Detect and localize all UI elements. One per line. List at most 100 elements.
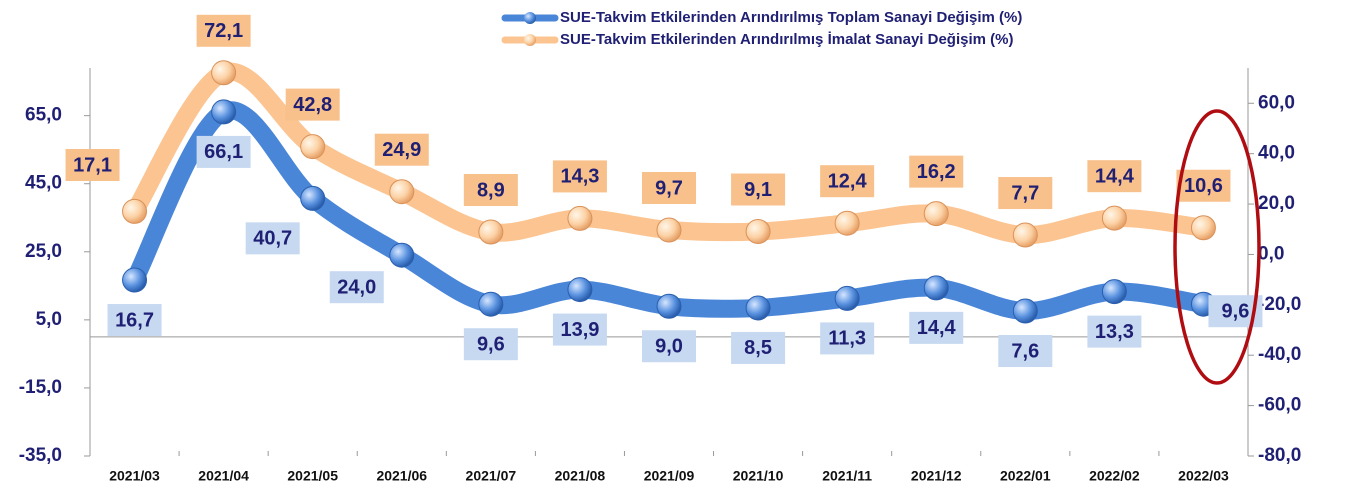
data-label-box <box>642 330 696 363</box>
data-label-text: 14,4 <box>917 317 957 339</box>
highlight-ellipse <box>1173 109 1261 385</box>
y-tick-label: 45,0 <box>25 173 62 194</box>
marker <box>1101 205 1127 231</box>
data-label: 8,9 <box>463 174 518 207</box>
marker <box>567 277 593 303</box>
data-label-text: 40,7 <box>253 228 292 250</box>
x-tick-label: 2022/01 <box>1000 468 1051 484</box>
data-label-box <box>1087 315 1142 348</box>
marker <box>211 60 237 86</box>
data-label-box <box>909 155 964 188</box>
marker <box>1012 222 1038 248</box>
data-label: 14,4 <box>1087 160 1142 193</box>
data-label-box <box>463 174 518 207</box>
x-tick-label: 2021/09 <box>644 468 695 484</box>
legend-label: SUE-Takvim Etkilerinden Arındırılmış İma… <box>560 31 1013 48</box>
data-label: 24,9 <box>374 133 429 166</box>
legend-label: SUE-Takvim Etkilerinden Arındırılmış Top… <box>560 9 1022 26</box>
marker <box>300 134 326 160</box>
marker <box>122 267 148 293</box>
data-label-text: 14,4 <box>1095 165 1135 187</box>
data-label: 16,2 <box>909 155 964 188</box>
data-label-text: 72,1 <box>204 20 243 42</box>
x-tick-label: 2021/08 <box>555 468 606 484</box>
marker <box>211 99 237 125</box>
marker <box>745 219 771 245</box>
data-label-text: 42,8 <box>293 94 332 116</box>
data-label: 24,0 <box>329 271 384 304</box>
legend-marker <box>524 12 536 24</box>
data-label: 14,4 <box>909 311 964 344</box>
data-label-box <box>196 14 251 47</box>
data-label-box <box>463 328 518 361</box>
data-label-box <box>285 88 340 121</box>
x-tick-label: 2021/10 <box>733 468 784 484</box>
data-label-text: 13,9 <box>560 319 599 341</box>
data-label: 8,5 <box>731 331 786 364</box>
data-label: 7,7 <box>998 177 1053 210</box>
data-label: 66,1 <box>196 135 251 168</box>
data-label-box <box>642 172 696 205</box>
y2-tick-label: 40,0 <box>1258 143 1295 164</box>
marker <box>656 293 682 319</box>
data-label-box <box>65 149 120 181</box>
x-tick-label: 2021/06 <box>376 468 427 484</box>
y-tick-label: 5,0 <box>36 309 62 330</box>
data-label-box <box>731 173 786 206</box>
data-label-text: 16,2 <box>917 161 956 183</box>
data-label: 7,6 <box>998 335 1053 368</box>
y2-tick-label: 0,0 <box>1258 243 1284 264</box>
data-label-box <box>1087 160 1142 193</box>
data-label: 13,3 <box>1087 315 1142 348</box>
x-tick-label: 2021/12 <box>911 468 962 484</box>
marker <box>389 179 415 205</box>
x-tick-label: 2022/02 <box>1089 468 1140 484</box>
y-tick-label: 65,0 <box>25 105 62 126</box>
x-tick-label: 2021/11 <box>822 468 872 484</box>
data-label-box <box>1176 169 1231 202</box>
marker <box>1012 298 1038 324</box>
data-label-text: 8,5 <box>744 337 772 359</box>
data-label-box <box>731 331 786 364</box>
data-label: 17,1 <box>65 149 120 181</box>
y-tick-label: -15,0 <box>19 377 62 398</box>
data-label-text: 14,3 <box>560 166 599 188</box>
x-tick-label: 2021/05 <box>287 468 338 484</box>
legend-marker <box>524 34 536 46</box>
data-label-text: 8,9 <box>477 179 505 201</box>
data-label-text: 9,7 <box>655 177 683 199</box>
data-label: 11,3 <box>820 322 875 355</box>
data-label-box <box>552 160 607 193</box>
marker <box>1190 215 1216 241</box>
x-tick-label: 2022/03 <box>1178 468 1229 484</box>
data-label-box <box>552 313 607 346</box>
marker <box>122 198 148 224</box>
data-label-box <box>245 222 300 255</box>
data-label-text: 7,6 <box>1011 340 1039 362</box>
marker <box>834 210 860 236</box>
y-tick-label: 25,0 <box>25 241 62 262</box>
data-label: 9,6 <box>463 328 518 361</box>
data-label-text: 24,9 <box>382 139 421 161</box>
marker <box>1101 279 1127 305</box>
data-label: 42,8 <box>285 88 340 121</box>
data-label-box <box>820 322 875 355</box>
data-label: 40,7 <box>245 222 300 255</box>
y2-tick-label: -60,0 <box>1258 395 1301 416</box>
y2-tick-label: 20,0 <box>1258 193 1295 214</box>
marker <box>834 285 860 311</box>
data-label: 9,1 <box>731 173 786 206</box>
y-tick-label: -35,0 <box>19 445 62 466</box>
data-label-text: 9,1 <box>744 179 772 201</box>
y2-tick-label: -40,0 <box>1258 344 1301 365</box>
data-label: 13,9 <box>552 313 607 346</box>
data-label: 9,7 <box>642 172 696 205</box>
marker <box>923 275 949 301</box>
data-label-text: 12,4 <box>828 170 868 192</box>
y2-tick-label: 60,0 <box>1258 92 1295 113</box>
data-label-text: 7,7 <box>1011 182 1039 204</box>
data-label-text: 24,0 <box>337 276 376 298</box>
y2-tick-label: -80,0 <box>1258 445 1301 466</box>
marker <box>389 242 415 268</box>
